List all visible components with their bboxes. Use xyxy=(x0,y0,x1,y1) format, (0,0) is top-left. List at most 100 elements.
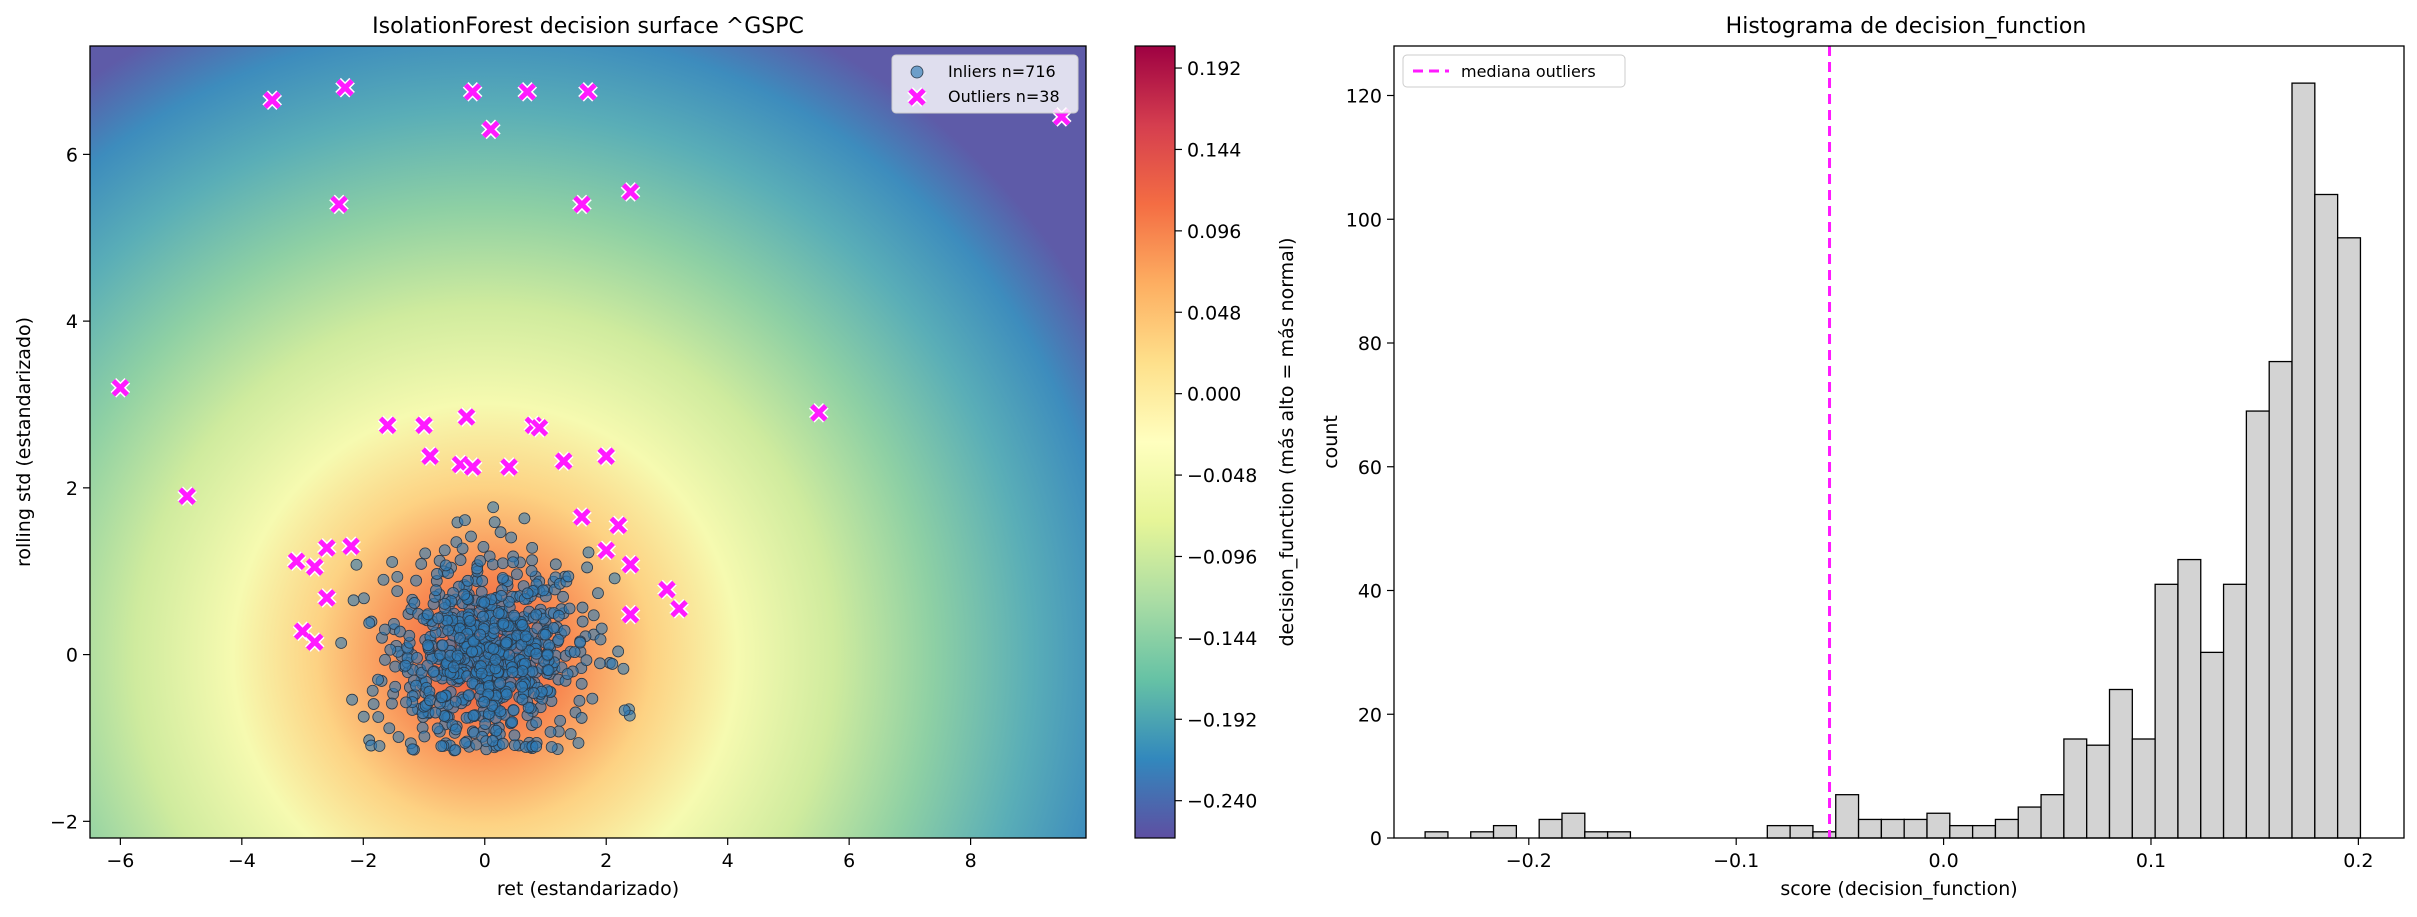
inlier-point xyxy=(557,590,569,603)
inlier-point xyxy=(507,556,519,569)
outlier-point xyxy=(596,446,617,467)
inlier-point xyxy=(474,554,487,567)
inlier-point xyxy=(367,698,380,710)
inlier-point xyxy=(487,642,500,655)
inlier-point xyxy=(495,590,508,602)
outlier-point xyxy=(608,515,629,536)
inlier-point xyxy=(561,668,574,680)
inlier-point xyxy=(477,610,489,623)
inlier-point xyxy=(500,688,513,701)
inlier-point xyxy=(406,743,419,756)
inlier-point xyxy=(496,572,509,584)
histogram-bar xyxy=(2063,738,2088,839)
legend-outliers-label: Outliers n=38 xyxy=(948,87,1060,106)
inlier-point xyxy=(379,623,391,636)
inlier-point xyxy=(453,632,466,644)
histogram-bar xyxy=(1766,824,1791,839)
inlier-point xyxy=(466,645,478,658)
inlier-point xyxy=(496,737,509,750)
outlier-point xyxy=(620,604,641,625)
inlier-point xyxy=(606,658,619,670)
colorbar-tick-label: −0.048 xyxy=(1187,465,1257,487)
inlier-point xyxy=(554,714,567,727)
inlier-point xyxy=(542,664,555,677)
inlier-point xyxy=(618,704,631,717)
right-y-tick-label: 80 xyxy=(1358,333,1382,355)
inlier-point xyxy=(438,597,451,610)
scatter-panel: IsolationForest decision surface ^GSPC −… xyxy=(13,14,1087,900)
colorbar-tick-label: 0.048 xyxy=(1187,302,1241,324)
inlier-point xyxy=(526,541,539,554)
inlier-point xyxy=(410,679,422,692)
inlier-point xyxy=(366,684,379,697)
histogram-bar xyxy=(1857,818,1883,839)
left-y-tick-label: −2 xyxy=(50,811,78,833)
inlier-point xyxy=(383,722,396,735)
outlier-point xyxy=(329,194,349,215)
inlier-point xyxy=(511,568,523,581)
inliers-layer xyxy=(335,501,636,757)
colorbar-tick-label: 0.192 xyxy=(1187,58,1241,80)
outlier-point xyxy=(462,457,483,477)
left-x-tick-label: −4 xyxy=(228,850,256,872)
outliers-layer xyxy=(110,77,1072,652)
inlier-point xyxy=(522,701,535,714)
histogram-bar xyxy=(1606,831,1632,839)
inlier-point xyxy=(465,530,477,543)
inlier-point xyxy=(458,588,471,601)
right-x-tick-label: 0.2 xyxy=(2343,850,2373,872)
outlier-point xyxy=(596,540,617,561)
inlier-point xyxy=(436,639,449,652)
inlier-point xyxy=(384,643,397,656)
inlier-point xyxy=(478,696,490,708)
colorbar-ticks: 0.192 0.144 0.096 0.048 0.000 −0.048 −0.096 −0.… xyxy=(1175,58,1257,813)
inlier-point xyxy=(490,724,503,737)
inlier-point xyxy=(386,697,398,710)
outlier-point xyxy=(317,538,337,558)
outlier-point xyxy=(529,417,550,438)
inlier-point xyxy=(389,680,402,693)
inlier-point xyxy=(544,726,557,738)
histogram-bar xyxy=(2086,744,2111,839)
inlier-point xyxy=(530,608,543,621)
histogram-bar xyxy=(2154,583,2179,839)
outlier-point xyxy=(462,82,483,102)
outlier-point xyxy=(620,182,641,202)
inlier-point xyxy=(419,547,432,560)
inlier-point xyxy=(575,712,588,724)
inlier-point xyxy=(530,716,543,729)
inlier-point xyxy=(386,556,399,568)
histogram-bar xyxy=(1424,831,1449,839)
inlier-point xyxy=(487,558,499,571)
inlier-point xyxy=(435,691,448,704)
inlier-point xyxy=(549,558,562,571)
inlier-point xyxy=(388,617,400,630)
inlier-point xyxy=(486,735,499,747)
outlier-point xyxy=(578,82,598,102)
inlier-point xyxy=(516,665,529,678)
inlier-point xyxy=(418,730,431,743)
right-x-axis: −0.2 −0.1 0.0 0.1 0.2 xyxy=(1506,838,2373,872)
inlier-point xyxy=(518,512,531,525)
inlier-point xyxy=(394,625,406,638)
inlier-point xyxy=(347,594,360,607)
histogram-bar xyxy=(2017,806,2042,839)
inlier-point xyxy=(422,639,434,652)
inlier-point xyxy=(372,673,384,686)
outlier-point xyxy=(572,507,592,527)
inlier-point xyxy=(357,710,370,723)
inlier-point xyxy=(547,622,560,634)
inlier-point xyxy=(442,624,455,637)
histogram-bar xyxy=(2268,360,2293,839)
histogram-bar xyxy=(2131,738,2156,839)
inlier-point xyxy=(505,531,518,544)
outlier-point xyxy=(808,402,829,423)
right-x-axis-label: score (decision_function) xyxy=(1780,878,2017,900)
inlier-point xyxy=(459,514,471,526)
inlier-point xyxy=(519,630,532,643)
left-x-tick-label: 2 xyxy=(600,850,612,872)
legend-inliers-label: Inliers n=716 xyxy=(948,62,1056,81)
inlier-point xyxy=(431,722,444,735)
histogram-bar xyxy=(1538,818,1563,839)
